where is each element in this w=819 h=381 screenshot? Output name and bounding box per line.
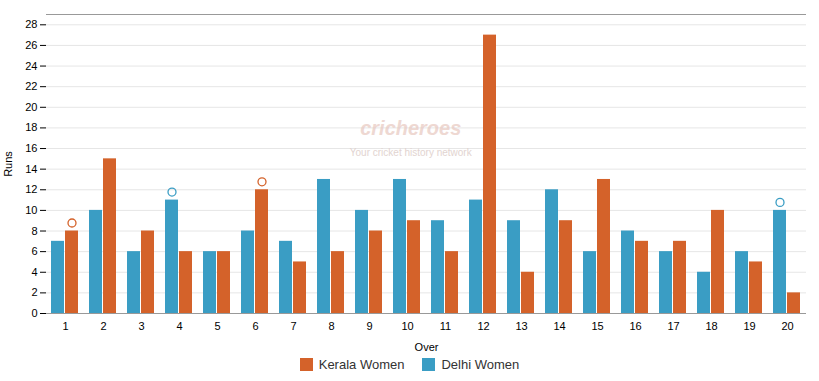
svg-text:6: 6 bbox=[252, 320, 258, 332]
svg-text:16: 16 bbox=[629, 320, 641, 332]
html-text:cricheroes: cricheroes bbox=[360, 116, 462, 139]
svg-text:15: 15 bbox=[591, 320, 603, 332]
html-text:Kerala Women: Kerala Women bbox=[318, 357, 405, 372]
svg-text:20: 20 bbox=[25, 101, 37, 113]
svg-text:10: 10 bbox=[401, 320, 413, 332]
svg-text:2: 2 bbox=[100, 320, 106, 332]
svg-text:8: 8 bbox=[31, 225, 37, 237]
svg-text:12: 12 bbox=[477, 320, 489, 332]
svg-text:5: 5 bbox=[214, 320, 220, 332]
html-text:Delhi Women: Delhi Women bbox=[441, 357, 520, 372]
svg-text:1: 1 bbox=[62, 320, 68, 332]
svg-text:19: 19 bbox=[743, 320, 755, 332]
svg-text:9: 9 bbox=[366, 320, 372, 332]
svg-text:Runs: Runs bbox=[2, 151, 14, 177]
html-text:Your cricket history network: Your cricket history network bbox=[349, 146, 472, 157]
svg-text:17: 17 bbox=[667, 320, 679, 332]
svg-text:Over: Over bbox=[415, 341, 439, 353]
svg-text:13: 13 bbox=[515, 320, 527, 332]
svg-text:6: 6 bbox=[31, 245, 37, 257]
svg-text:11: 11 bbox=[440, 320, 451, 332]
svg-text:14: 14 bbox=[25, 163, 37, 175]
svg-text:2: 2 bbox=[31, 286, 37, 298]
svg-text:20: 20 bbox=[781, 320, 793, 332]
svg-text:8: 8 bbox=[328, 320, 334, 332]
svg-text:28: 28 bbox=[25, 18, 37, 30]
svg-text:22: 22 bbox=[25, 80, 37, 92]
svg-text:14: 14 bbox=[553, 320, 565, 332]
svg-text:18: 18 bbox=[705, 320, 717, 332]
svg-text:7: 7 bbox=[290, 320, 296, 332]
svg-text:4: 4 bbox=[31, 266, 37, 278]
svg-text:16: 16 bbox=[25, 142, 37, 154]
svg-text:3: 3 bbox=[138, 320, 144, 332]
svg-text:26: 26 bbox=[25, 39, 37, 51]
svg-text:0: 0 bbox=[31, 307, 37, 319]
svg-text:10: 10 bbox=[25, 204, 37, 216]
svg-text:24: 24 bbox=[25, 60, 37, 72]
svg-text:4: 4 bbox=[176, 320, 182, 332]
svg-text:12: 12 bbox=[25, 183, 37, 195]
svg-text:18: 18 bbox=[25, 121, 37, 133]
